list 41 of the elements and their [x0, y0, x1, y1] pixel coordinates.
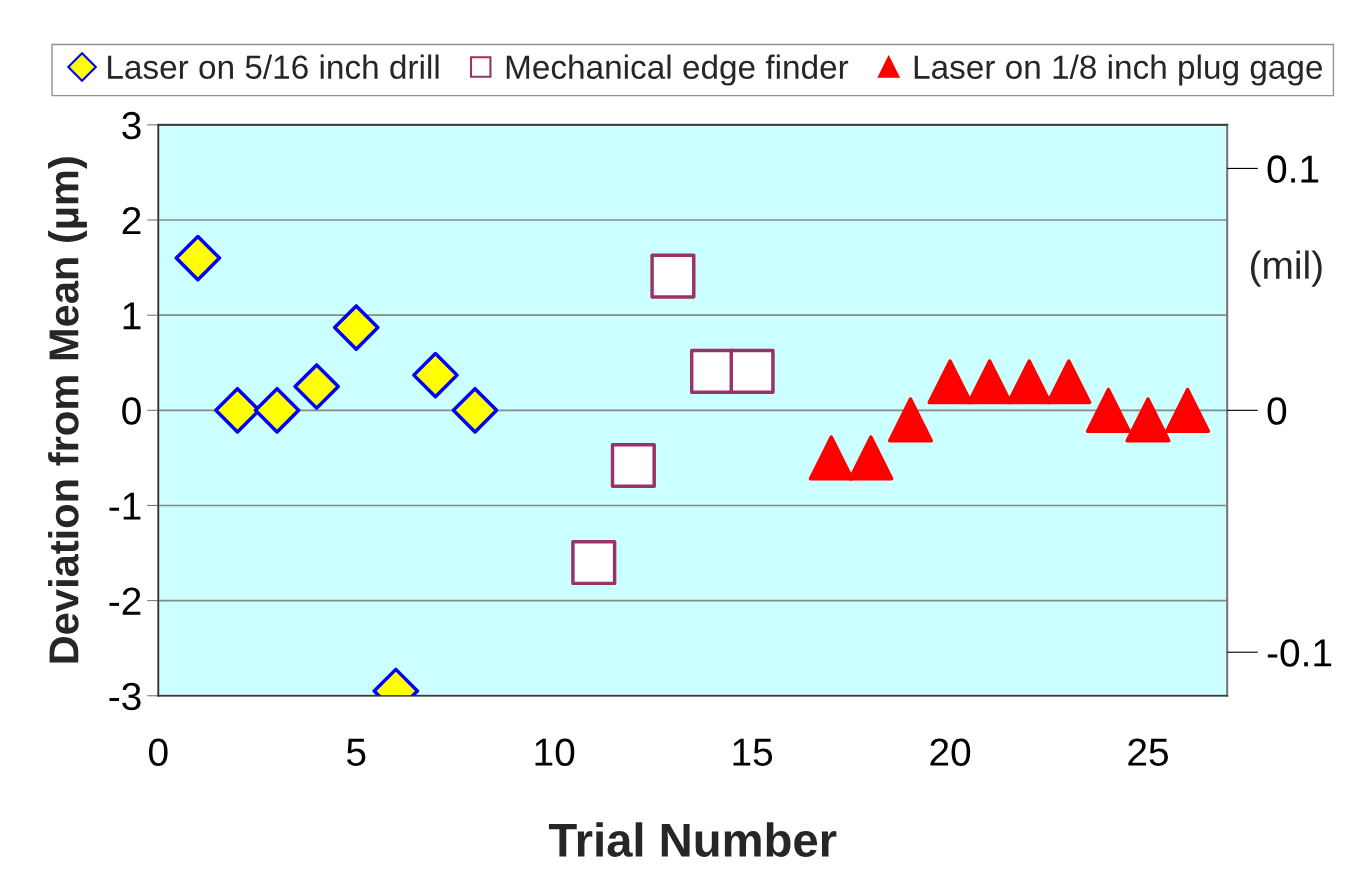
point — [848, 435, 894, 481]
legend-label: Laser on 5/16 inch drill — [108, 54, 439, 79]
point — [650, 253, 696, 299]
point — [293, 363, 340, 410]
point — [412, 351, 459, 399]
y2-tick-label: 0 — [1267, 397, 1287, 425]
point — [927, 359, 973, 405]
y-tick-label: 3 — [122, 111, 141, 140]
legend-label: Laser on 1/8 inch plug gage — [914, 54, 1322, 86]
y2-tick-label: -0.1 — [1267, 639, 1332, 667]
x-axis-title: Trial Number — [548, 822, 837, 857]
y-tick-label: -3 — [109, 682, 141, 711]
x-tick-label: 25 — [1128, 738, 1168, 766]
y-axis-title: Deviation from Mean (µm) — [48, 157, 87, 663]
y-tick-label: -2 — [109, 587, 141, 615]
x-tick-label: 15 — [733, 738, 773, 766]
point — [1165, 387, 1211, 433]
point — [451, 386, 499, 434]
y2-tick-label: 0.1 — [1267, 155, 1319, 183]
x-tick-label: 0 — [149, 738, 168, 766]
legend-label: Mechanical edge finder — [506, 54, 849, 86]
y-tick-label: 2 — [122, 206, 141, 235]
x-tick-label: 10 — [535, 738, 575, 766]
point — [1125, 397, 1171, 443]
point — [808, 435, 854, 481]
point — [1085, 387, 1131, 433]
point — [729, 348, 775, 394]
point — [174, 234, 222, 282]
point — [610, 442, 656, 489]
point — [1006, 359, 1052, 405]
point — [253, 386, 301, 434]
y2-axis-title: (mil) — [1250, 250, 1322, 287]
y-tick-label: 1 — [123, 302, 141, 330]
x-tick-label: 20 — [930, 738, 971, 766]
point — [571, 539, 617, 586]
x-tick-label: 5 — [346, 738, 366, 766]
point — [887, 397, 934, 443]
point — [1046, 359, 1092, 405]
point — [332, 304, 380, 351]
y-tick-label: -1 — [109, 492, 141, 520]
y-tick-label: 0 — [122, 397, 141, 425]
